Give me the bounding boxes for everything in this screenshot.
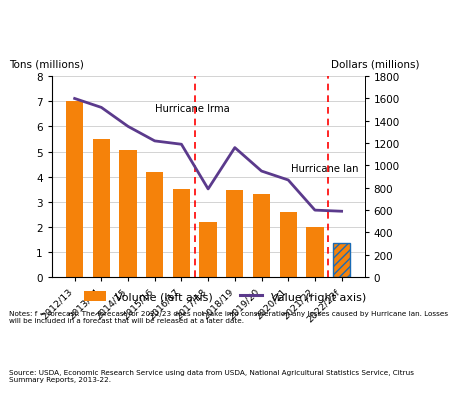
Text: Tons (millions): Tons (millions): [9, 59, 85, 69]
Text: Hurricane Ian: Hurricane Ian: [291, 164, 358, 173]
Bar: [226, 191, 243, 277]
Text: Hurricane Irma: Hurricane Irma: [155, 103, 230, 113]
Bar: [66, 102, 83, 277]
Bar: [333, 243, 350, 277]
Text: Florida citrus production, volumes and
values, 2012/13–2022/23f: Florida citrus production, volumes and v…: [7, 7, 264, 38]
Bar: [173, 190, 190, 277]
Text: Notes: f = forecast. The forecast for 2022/23 does not take into consideration a: Notes: f = forecast. The forecast for 20…: [9, 310, 448, 323]
Bar: [93, 140, 110, 277]
Legend: Volume (left axis), Value (right axis): Volume (left axis), Value (right axis): [84, 291, 366, 302]
Bar: [119, 151, 137, 277]
Bar: [253, 195, 270, 277]
Text: Source: USDA, Economic Research Service using data from USDA, National Agricultu: Source: USDA, Economic Research Service …: [9, 369, 414, 382]
Text: Dollars (millions): Dollars (millions): [331, 59, 419, 69]
Bar: [146, 172, 163, 277]
Bar: [279, 212, 297, 277]
Bar: [306, 227, 324, 277]
Bar: [199, 222, 217, 277]
